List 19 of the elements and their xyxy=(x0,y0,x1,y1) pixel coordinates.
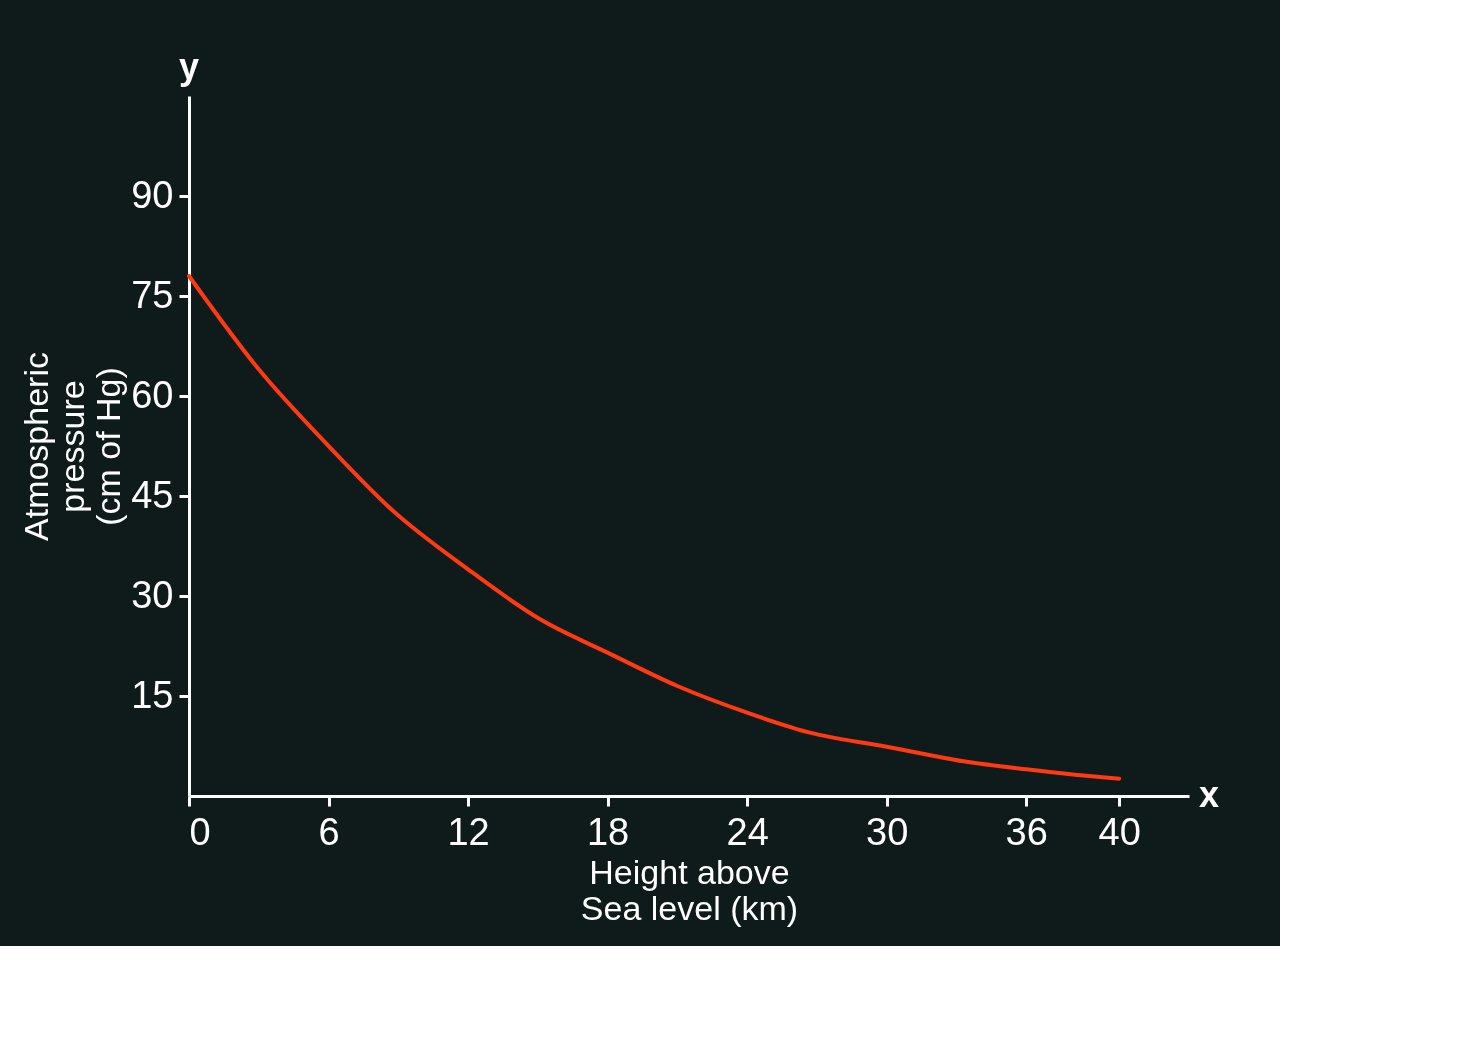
line-series xyxy=(187,274,1122,781)
text: x xyxy=(1198,774,1220,815)
x-tick-label: 18 xyxy=(586,810,630,853)
x-tick-label: 30 xyxy=(866,810,909,853)
text: y xyxy=(178,46,200,87)
y-axis-title: Atmospheric pressure (cm of Hg) xyxy=(17,352,128,541)
y-tick-label: 60 xyxy=(131,373,174,416)
y-tick-label: 30 xyxy=(131,573,174,616)
x-axis-title: Height above Sea level (km) xyxy=(580,852,799,927)
x-tick-label: 6 xyxy=(318,810,340,853)
x-tick-label: 0 xyxy=(189,810,211,853)
x-tick-label: 12 xyxy=(447,810,490,853)
x-tick-label: 24 xyxy=(726,810,769,853)
y-tick-label: 45 xyxy=(131,473,174,516)
y-tick-label: 90 xyxy=(131,173,174,216)
y-tick-label: 75 xyxy=(131,273,174,316)
x-tick-label: 40 xyxy=(1098,810,1141,853)
y-tick-label: 15 xyxy=(131,673,174,716)
x-tick-label: 36 xyxy=(1005,810,1048,853)
